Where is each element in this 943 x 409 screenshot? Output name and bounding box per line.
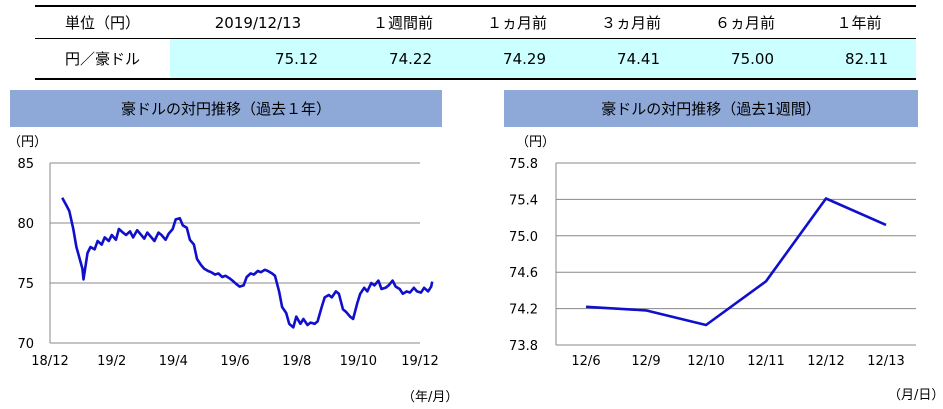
- table-header-row: 単位（円） 2019/12/13 １週間前 １ヵ月前 ３ヵ月前 ６ヵ月前 １年前: [35, 7, 916, 38]
- header-unit: 単位（円）: [64, 14, 140, 32]
- x-tick-label: 18/12: [31, 354, 68, 369]
- rate-table: 単位（円） 2019/12/13 １週間前 １ヵ月前 ３ヵ月前 ６ヵ月前 １年前…: [35, 5, 916, 80]
- header-3-months-ago: ３ヵ月前: [600, 14, 661, 32]
- x-tick-label: 12/13: [867, 354, 904, 369]
- chart-title-1week: 豪ドルの対円推移（過去1週間）: [504, 90, 918, 127]
- table-mid-rule: [35, 38, 916, 39]
- x-axis-unit: （年/月）: [402, 390, 458, 405]
- y-tick-label: 75.8: [509, 157, 538, 172]
- y-tick-label: 74.2: [509, 303, 538, 318]
- y-axis-unit: （円）: [516, 135, 555, 150]
- y-tick-label: 73.8: [509, 339, 538, 354]
- table-bottom-rule: [35, 78, 916, 80]
- value-3-months-ago: 74.41: [574, 39, 688, 78]
- chart-1year: 70 75 80 85 18/12 19/2 19/4 19/6 19/8 19/10 19/12 （…: [8, 135, 458, 405]
- x-axis-unit: （月/日）: [888, 388, 943, 403]
- y-tick-label: 75.0: [509, 230, 538, 245]
- value-current: 75.12: [170, 39, 346, 78]
- y-tick-label: 75: [17, 277, 34, 292]
- chart-panel-1year: 豪ドルの対円推移（過去１年） 70 75 80 85 18/12 19/2 19/4 19/6…: [8, 90, 458, 405]
- value-1-month-ago: 74.29: [460, 39, 574, 78]
- table-row: 円／豪ドル 75.12 74.22 74.29 74.41 75.00 82.1…: [35, 39, 916, 78]
- x-tick-label: 19/4: [159, 354, 188, 369]
- y-tick-label: 85: [17, 157, 34, 172]
- value-6-months-ago: 75.00: [688, 39, 802, 78]
- value-1-week-ago: 74.22: [346, 39, 460, 78]
- x-tick-label: 12/6: [571, 354, 600, 369]
- series-line: [585, 197, 887, 327]
- x-tick-label: 12/9: [631, 354, 660, 369]
- row-label: 円／豪ドル: [35, 39, 170, 78]
- chart-1week: 73.8 74.2 74.6 75.0 75.4 75.8 12/6 12/9 12/10 12/…: [509, 135, 943, 403]
- x-tick-label: 19/10: [340, 354, 377, 369]
- table-top-rule: [35, 5, 916, 7]
- value-1-year-ago: 82.11: [802, 39, 916, 78]
- x-tick-label: 12/12: [807, 354, 844, 369]
- y-tick-label: 80: [17, 217, 34, 232]
- y-tick-label: 70: [17, 337, 34, 352]
- chart-panel-1week: 豪ドルの対円推移（過去1週間） 73.8 74.2 74.6 75.0 75.4 75.8…: [504, 90, 943, 405]
- x-tick-label: 19/12: [401, 354, 438, 369]
- header-1-week-ago: １週間前: [372, 14, 433, 32]
- series-line: [61, 197, 434, 329]
- x-tick-label: 19/6: [220, 354, 249, 369]
- header-current-date: 2019/12/13: [214, 13, 302, 32]
- x-tick-label: 12/11: [747, 354, 784, 369]
- chart-title-1year: 豪ドルの対円推移（過去１年）: [10, 90, 442, 127]
- x-tick-label: 12/10: [687, 354, 724, 369]
- y-tick-label: 75.4: [509, 193, 538, 208]
- header-1-year-ago: １年前: [836, 14, 882, 32]
- x-tick-label: 19/2: [97, 354, 126, 369]
- x-tick-label: 19/8: [282, 354, 311, 369]
- y-axis-unit: （円）: [8, 135, 47, 150]
- header-1-month-ago: １ヵ月前: [486, 14, 547, 32]
- y-tick-label: 74.6: [509, 266, 538, 281]
- header-6-months-ago: ６ヵ月前: [714, 14, 775, 32]
